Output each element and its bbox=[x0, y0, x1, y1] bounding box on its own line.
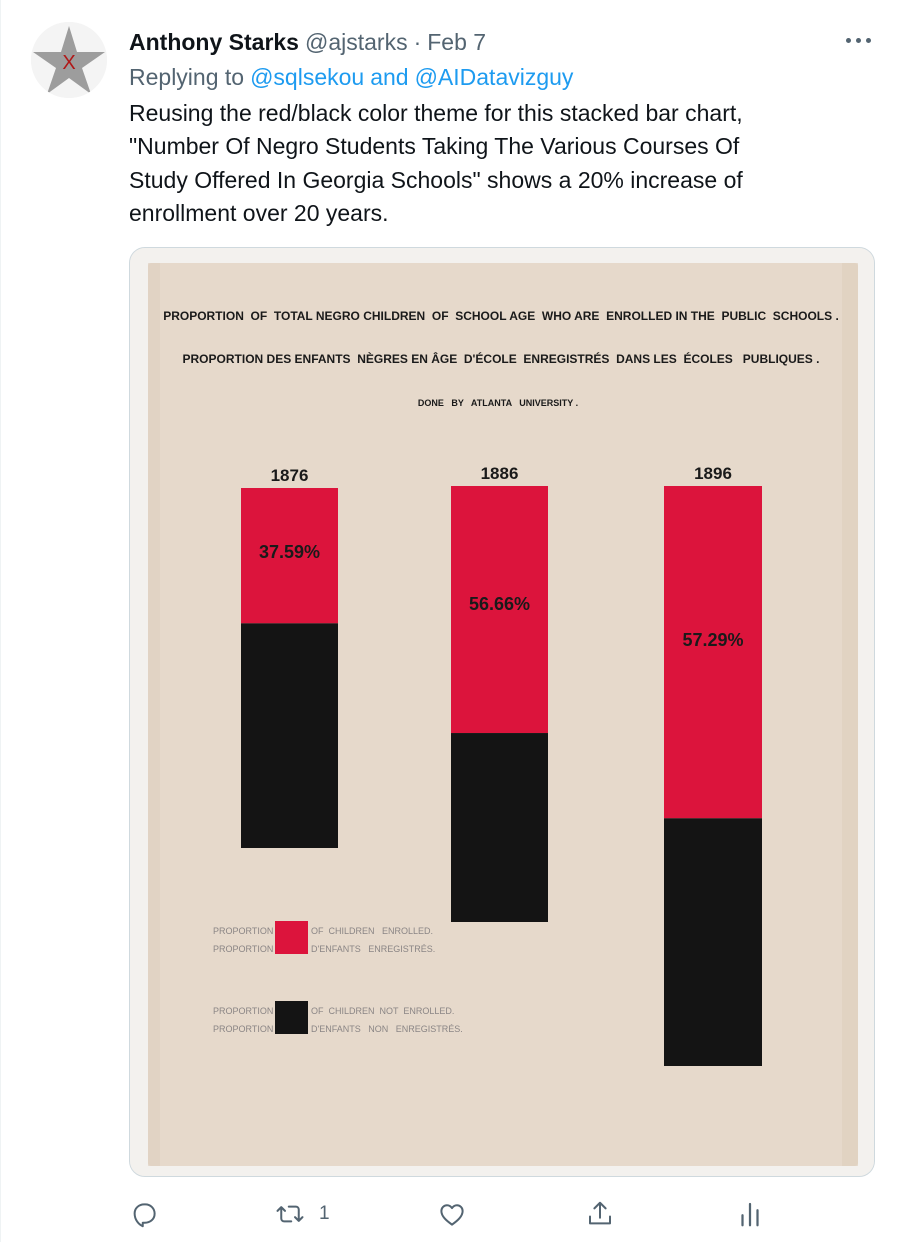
tweet-text-line: enrollment over 20 years. bbox=[129, 199, 389, 226]
legend-label: OF CHILDREN ENROLLED. bbox=[311, 926, 433, 936]
chart-title-fr: PROPORTION DES ENFANTS NÈGRES EN ÂGE D'É… bbox=[183, 351, 820, 366]
heart-icon[interactable] bbox=[437, 1199, 467, 1229]
legend-swatch-enrolled bbox=[275, 921, 308, 954]
paper-edge bbox=[842, 263, 858, 1166]
chart-title-en: PROPORTION OF TOTAL NEGRO CHILDREN OF SC… bbox=[163, 309, 839, 323]
bar-enrolled bbox=[451, 486, 548, 734]
separator: · bbox=[413, 28, 422, 55]
author-handle[interactable]: @ajstarks bbox=[304, 28, 408, 55]
star-avatar-icon: X bbox=[31, 22, 107, 98]
reply-mention-1[interactable]: @sqlsekou bbox=[250, 63, 365, 90]
reply-icon[interactable] bbox=[129, 1199, 159, 1229]
retweet-button[interactable]: 1 bbox=[275, 1190, 330, 1238]
legend-label: PROPORTION bbox=[213, 1024, 273, 1034]
bar-enrolled bbox=[241, 488, 338, 624]
avatar-letter: X bbox=[62, 52, 75, 74]
tweet-text-line: Reusing the red/black color theme for th… bbox=[129, 100, 743, 126]
tweet-text-line: "Number Of Negro Students Taking The Var… bbox=[129, 133, 740, 160]
share-icon[interactable] bbox=[585, 1199, 615, 1229]
legend-label: PROPORTION bbox=[213, 944, 273, 954]
tweet-media-image[interactable]: PROPORTION OF TOTAL NEGRO CHILDREN OF SC… bbox=[129, 247, 875, 1177]
bar-year-label: 1876 bbox=[271, 466, 309, 485]
legend-swatch-not-enrolled bbox=[275, 1001, 308, 1034]
bar-not-enrolled bbox=[451, 733, 548, 922]
author-name[interactable]: Anthony Starks bbox=[129, 28, 299, 55]
tweet-date[interactable]: Feb 7 bbox=[427, 28, 487, 55]
bar-year-label: 1886 bbox=[481, 464, 519, 483]
timeline-divider bbox=[0, 0, 1, 1242]
legend-label: PROPORTION bbox=[213, 1006, 273, 1016]
legend-label: D'ENFANTS ENREGISTRÉS. bbox=[311, 944, 435, 954]
bar-value-label: 57.29% bbox=[682, 630, 743, 650]
legend-label: PROPORTION bbox=[213, 926, 273, 936]
tweet-text: Reusing the red/black color theme for th… bbox=[129, 97, 849, 230]
retweet-icon[interactable] bbox=[275, 1199, 305, 1229]
analytics-button[interactable] bbox=[735, 1190, 765, 1238]
bar-value-label: 37.59% bbox=[259, 542, 320, 562]
legend-label: D'ENFANTS NON ENREGISTRÉS. bbox=[311, 1024, 463, 1034]
du-bois-chart: PROPORTION OF TOTAL NEGRO CHILDREN OF SC… bbox=[130, 248, 874, 1176]
bar-value-label: 56.66% bbox=[469, 594, 530, 614]
like-button[interactable] bbox=[437, 1190, 467, 1238]
paper-edge bbox=[148, 263, 160, 1166]
tweet-text-line: Study Offered In Georgia Schools" shows … bbox=[129, 166, 743, 193]
bar-year-label: 1896 bbox=[694, 464, 732, 483]
bars-group: 1876 37.59% 1886 56.66% 1896 57.29% bbox=[241, 464, 762, 1066]
reply-mention-2[interactable]: @AIDatavizguy bbox=[414, 63, 574, 90]
reply-icon[interactable] bbox=[129, 1190, 159, 1238]
replying-to: Replying to @sqlsekou and @AIDatavizguy bbox=[129, 60, 573, 94]
replying-prefix: Replying to bbox=[129, 63, 245, 90]
avatar[interactable]: X bbox=[31, 22, 107, 98]
tweet-header: Anthony Starks @ajstarks · Feb 7 bbox=[129, 24, 486, 60]
bar-not-enrolled bbox=[664, 818, 762, 1066]
tweet-actions: 1 bbox=[129, 1190, 873, 1238]
chart-credit: DONE BY ATLANTA UNIVERSITY . bbox=[418, 398, 578, 408]
reply-and[interactable]: and bbox=[370, 63, 409, 90]
bar-enrolled bbox=[664, 486, 762, 819]
bar-not-enrolled bbox=[241, 623, 338, 848]
analytics-icon[interactable] bbox=[735, 1199, 765, 1229]
share-button[interactable] bbox=[585, 1190, 615, 1238]
retweet-count: 1 bbox=[319, 1203, 330, 1224]
legend-label: OF CHILDREN NOT ENROLLED. bbox=[311, 1006, 454, 1016]
more-dots-icon[interactable] bbox=[838, 26, 878, 54]
